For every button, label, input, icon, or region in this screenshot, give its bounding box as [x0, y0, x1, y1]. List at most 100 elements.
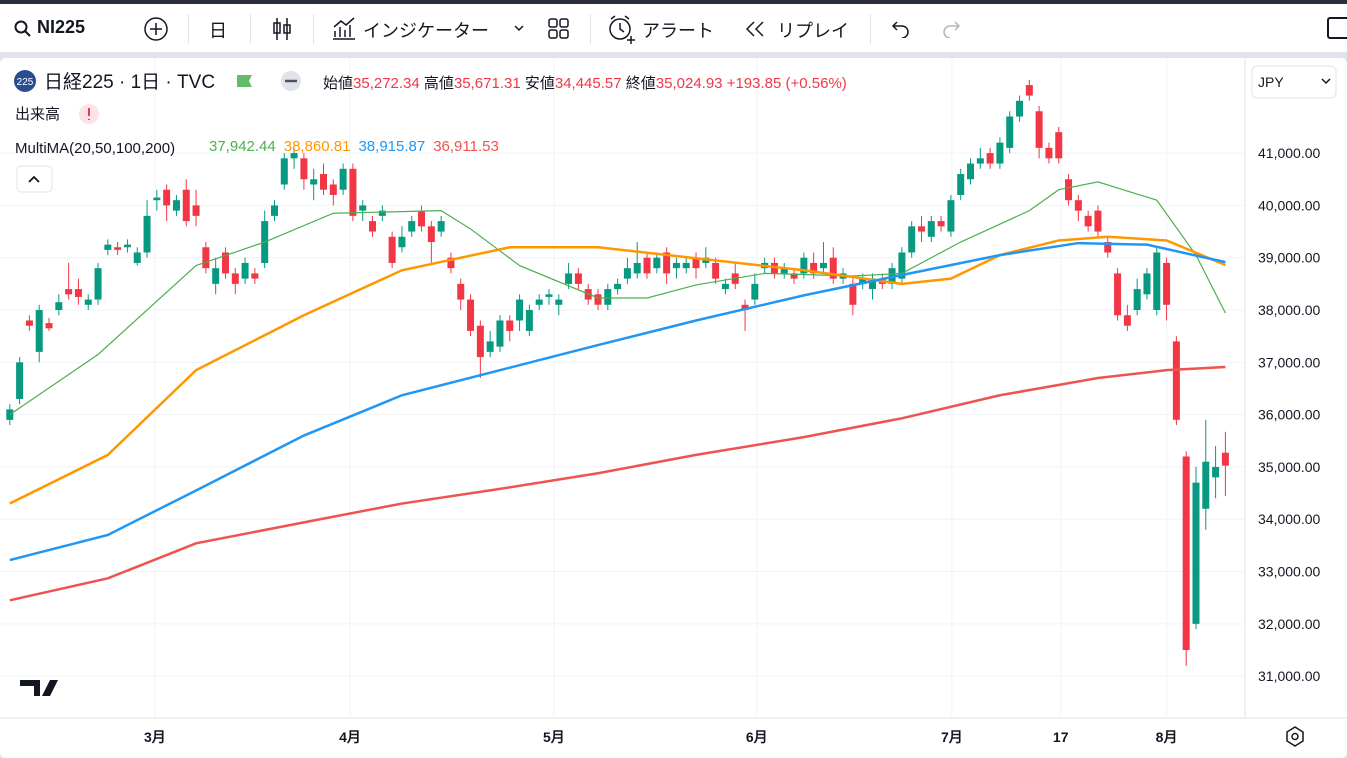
candle-body — [565, 273, 573, 284]
candle-body — [427, 226, 435, 243]
market-flag — [237, 75, 252, 87]
chart: 31,000.00 32,000.00 33,000.00 34,000.00 35,0… — [0, 58, 1347, 758]
settings-icon[interactable] — [1286, 726, 1304, 747]
candle-body — [810, 262, 818, 274]
candle-body — [1035, 111, 1043, 148]
candle-body — [751, 283, 759, 300]
change-pct: (+0.56%) — [785, 75, 847, 92]
candle-body — [172, 200, 180, 211]
search-icon[interactable] — [13, 19, 33, 39]
collapse-button[interactable] — [16, 165, 53, 193]
candle-body — [1084, 215, 1092, 227]
interval[interactable]: 日 — [209, 21, 227, 41]
candle-body — [241, 262, 249, 279]
chart-title: 日経225 · 1日 · TVC — [44, 71, 215, 93]
replay[interactable]: リプレイ — [777, 21, 849, 41]
candle-body — [133, 252, 141, 263]
candle-body — [908, 226, 916, 253]
candle-body — [55, 302, 63, 311]
x-tick-label: 4月 — [339, 729, 361, 745]
y-tick-label: 41,000.00 — [1258, 145, 1320, 161]
currency-box[interactable] — [1251, 65, 1337, 99]
candle-body — [1163, 262, 1171, 305]
separator — [870, 14, 871, 44]
candle-body — [1192, 482, 1200, 624]
candle-body — [398, 236, 406, 248]
redo[interactable] — [940, 18, 962, 38]
candle-body — [1045, 147, 1053, 159]
candle-body — [349, 168, 357, 216]
y-tick-label: 31,000.00 — [1258, 668, 1320, 684]
candle-body — [868, 278, 876, 290]
candle-body — [310, 179, 318, 185]
candle-body — [496, 320, 504, 347]
x-tick-label: 7月 — [941, 729, 963, 745]
candle-body — [976, 158, 984, 164]
candle-body — [359, 205, 367, 211]
candle-body — [1025, 85, 1033, 96]
window-button[interactable] — [1327, 17, 1347, 39]
candle-body — [721, 283, 729, 290]
open-value: 35,272.34 — [353, 75, 420, 92]
layout-icon[interactable] — [547, 17, 571, 41]
chevron[interactable] — [1321, 78, 1331, 85]
ma-value: 36,911.53 — [433, 138, 499, 155]
candle-body — [1221, 452, 1229, 466]
candle-body — [94, 268, 102, 300]
change: +193.85 — [726, 75, 782, 92]
candle-body — [221, 252, 229, 274]
ma-value: 37,942.44 — [209, 138, 276, 155]
candle-body — [35, 310, 43, 352]
separator — [590, 14, 591, 44]
candle-body — [1133, 289, 1141, 311]
alert-icon[interactable] — [607, 14, 637, 46]
candle-body — [917, 226, 925, 232]
candle-body — [25, 320, 33, 326]
ohlc-legend: 始値35,272.34 高値35,671.31 安値34,445.57 終値35… — [323, 72, 847, 93]
candle-body — [1202, 461, 1210, 509]
high-label: 高値 — [423, 75, 454, 92]
chevron[interactable] — [513, 23, 525, 33]
candle-body — [663, 252, 671, 274]
indicators-icon[interactable] — [331, 15, 357, 43]
alert[interactable]: アラート — [642, 21, 714, 41]
currency[interactable]: JPY — [1258, 74, 1284, 90]
candle-body — [829, 257, 837, 279]
tv-logo — [20, 680, 40, 686]
candle-body — [614, 283, 622, 290]
symbol-logo — [14, 70, 36, 92]
candle-body — [369, 221, 377, 232]
candle-body — [1143, 273, 1151, 295]
undo[interactable] — [890, 18, 912, 38]
candle-body — [1016, 100, 1024, 117]
y-tick-label: 34,000.00 — [1258, 511, 1320, 527]
indicators[interactable]: インジケーター — [363, 21, 489, 41]
chart-type-icon[interactable] — [270, 16, 294, 42]
y-tick-label: 36,000.00 — [1258, 407, 1320, 423]
y-tick-label: 35,000.00 — [1258, 459, 1320, 475]
candle-body — [104, 244, 112, 250]
replay-icon[interactable] — [744, 20, 768, 38]
moving-average — [9, 181, 1226, 416]
separator — [313, 14, 314, 44]
candle-body — [320, 174, 328, 190]
candle-body — [555, 299, 563, 305]
candle-body — [212, 268, 220, 284]
candle-body — [153, 197, 161, 201]
candle-body — [604, 289, 612, 305]
candle-body — [1153, 252, 1161, 311]
x-tick-label: 17 — [1053, 729, 1069, 745]
candle-body — [535, 299, 543, 305]
close-value: 35,024.93 — [655, 75, 723, 92]
y-tick-label: 40,000.00 — [1258, 197, 1320, 213]
candle-body — [1212, 466, 1220, 478]
candle-body — [574, 273, 582, 284]
add-symbol[interactable] — [143, 16, 169, 42]
candle-body — [1123, 315, 1131, 326]
open-label: 始値 — [323, 75, 354, 92]
candle-body — [447, 257, 455, 269]
symbol[interactable]: NI225 — [37, 17, 86, 37]
candle-body — [1114, 273, 1122, 316]
candle-body — [937, 221, 945, 227]
